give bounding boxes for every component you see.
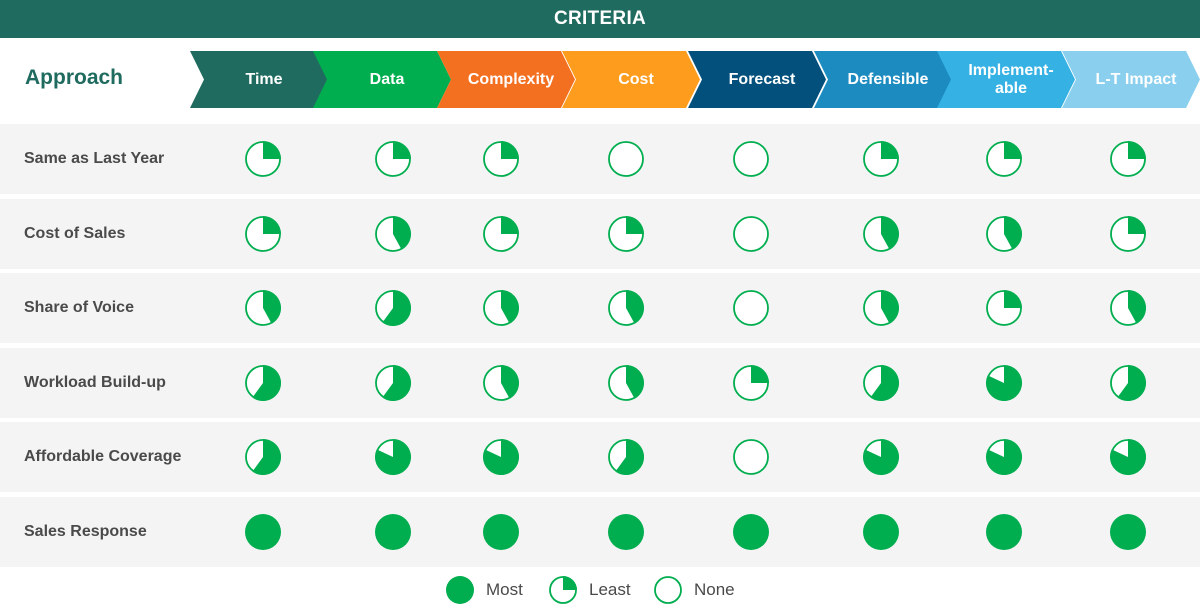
rating-pie-icon: [986, 216, 1022, 252]
rating-pie-icon: [608, 141, 644, 177]
rating-pie-icon: [862, 439, 899, 475]
criteria-time: Time: [190, 51, 328, 108]
rating-pie-icon: [245, 514, 281, 550]
rating-pie-icon: [375, 216, 411, 252]
rating-pie-icon: [245, 290, 281, 326]
rating-pie-icon: [1109, 439, 1146, 475]
legend-label: None: [694, 580, 735, 599]
row-label: Workload Build-up: [24, 374, 166, 391]
table-row: Same as Last Year: [0, 124, 1200, 194]
criteria-defensible: Defensible: [814, 51, 952, 108]
criteria-arrow-bar: Time Data Complexity Cost Forecast Defensible…: [0, 51, 1200, 108]
rating-pie-icon: [1110, 514, 1146, 550]
rating-pie-icon: [608, 365, 644, 401]
criteria-label: Time: [245, 70, 283, 88]
table-row: Affordable Coverage: [0, 422, 1200, 492]
rating-pie-icon: [375, 514, 411, 550]
rating-pie-icon: [483, 141, 519, 177]
rating-pie-icon: [733, 216, 769, 252]
rating-pie-icon: [863, 216, 899, 252]
criteria-cost: Cost: [562, 51, 700, 108]
rating-pie-icon: [608, 514, 644, 550]
rating-pie-icon: [986, 514, 1022, 550]
approach-label: Approach: [25, 66, 124, 89]
criteria-header: CRITERIA: [0, 0, 1200, 38]
rating-pie-icon: [483, 365, 519, 401]
criteria-label: Data: [369, 70, 405, 88]
rating-pie-icon: [245, 365, 282, 401]
rating-pie-icon: [375, 141, 411, 177]
rating-pie-icon: [733, 514, 769, 550]
rating-pie-icon: [1110, 365, 1147, 401]
legend-label: Least: [589, 580, 631, 599]
row-label: Affordable Coverage: [24, 448, 182, 465]
rating-pie-icon: [733, 439, 769, 475]
rating-pie-icon: [608, 216, 644, 252]
legend: Most Least None: [0, 572, 1200, 608]
rating-pie-icon: [375, 290, 412, 326]
criteria-label: Forecast: [728, 70, 796, 88]
row-label: Share of Voice: [24, 299, 134, 316]
rating-pie-icon: [483, 514, 519, 550]
rating-pie-icon: [374, 439, 411, 475]
legend-item-none: None: [654, 572, 735, 608]
rating-pie-icon: [986, 141, 1022, 177]
rating-pie-icon: [608, 290, 644, 326]
criteria-forecast: Forecast: [688, 51, 826, 108]
rating-pie-icon: [863, 290, 899, 326]
criteria-label: Complexity: [467, 70, 555, 88]
criteria-label: L-T Impact: [1095, 70, 1177, 88]
rating-pie-icon: [245, 141, 281, 177]
rating-pie-icon: [482, 439, 519, 475]
criteria-l-t-impact: L-T Impact: [1062, 51, 1200, 108]
criteria-label: Defensible: [847, 70, 929, 88]
row-label: Cost of Sales: [24, 225, 126, 242]
rating-pie-icon: [1110, 216, 1146, 252]
rating-pie-icon: [1110, 141, 1146, 177]
rating-pie-icon: [1110, 290, 1146, 326]
legend-least-pie-icon: [549, 576, 589, 604]
row-label: Same as Last Year: [24, 150, 165, 167]
criteria-label: Implement-able: [968, 61, 1054, 97]
rating-pie-icon: [733, 290, 769, 326]
table-row: Sales Response: [0, 497, 1200, 567]
table-row: Cost of Sales: [0, 199, 1200, 269]
table-row: Share of Voice: [0, 273, 1200, 343]
rating-pie-icon: [483, 290, 519, 326]
legend-item-most: Most: [446, 572, 523, 608]
rating-pie-icon: [863, 514, 899, 550]
rating-pie-icon: [985, 365, 1022, 401]
rating-pie-icon: [375, 365, 412, 401]
rating-pie-icon: [608, 439, 645, 475]
criteria-data: Data: [313, 51, 451, 108]
row-label: Sales Response: [24, 523, 147, 540]
rating-pie-icon: [733, 365, 769, 401]
legend-label: Most: [486, 580, 523, 599]
criteria-label: Cost: [618, 70, 654, 88]
rating-pie-icon: [733, 141, 769, 177]
criteria-complexity: Complexity: [437, 51, 575, 108]
rating-pie-icon: [245, 216, 281, 252]
rating-pie-icon: [985, 439, 1022, 475]
table-row: Workload Build-up: [0, 348, 1200, 418]
legend-item-least: Least: [549, 572, 631, 608]
legend-none-pie-icon: [654, 576, 694, 604]
criteria-implement-able: Implement-able: [937, 51, 1075, 108]
rating-pie-icon: [483, 216, 519, 252]
rating-pie-icon: [863, 141, 899, 177]
rating-pie-icon: [245, 439, 282, 475]
rating-pie-icon: [863, 365, 900, 401]
rating-pie-icon: [986, 290, 1022, 326]
legend-most-pie-icon: [446, 576, 486, 604]
